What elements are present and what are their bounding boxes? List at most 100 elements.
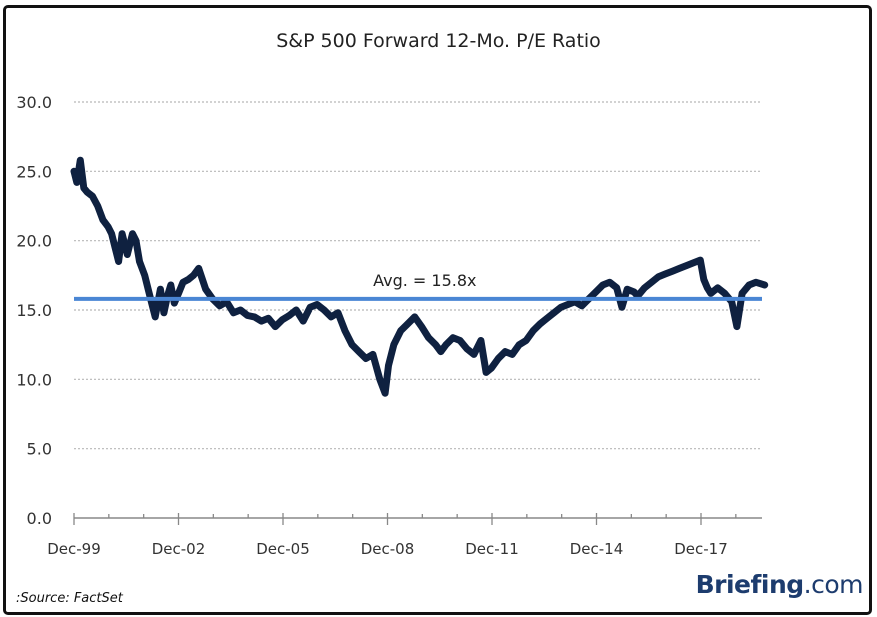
pe-data-point (613, 284, 620, 292)
pe-data-point (286, 312, 293, 319)
pe-data-point (89, 193, 96, 200)
pe-data-point (733, 323, 741, 330)
pe-data-point (320, 306, 328, 314)
pe-data-point (641, 284, 648, 292)
chart-title: S&P 500 Forward 12-Mo. P/E Ratio (276, 30, 601, 52)
pe-data-point (745, 281, 753, 289)
pe-data-point (348, 341, 356, 348)
pe-data-point (94, 202, 101, 210)
pe-data-point (714, 284, 721, 292)
pe-data-point (77, 157, 84, 164)
pe-data-point (185, 276, 192, 283)
pe-data-point (676, 265, 683, 272)
pe-data-point (543, 315, 551, 322)
pe-data-point (425, 334, 432, 341)
pe-data-point (390, 341, 397, 348)
pe-data-point (258, 317, 265, 325)
pe-data-point (118, 230, 126, 237)
pe-data-point (111, 244, 119, 251)
pe-data-point (418, 323, 425, 330)
pe-data-point (124, 251, 131, 258)
pe-data-point (738, 290, 746, 297)
pe-data-point (115, 258, 122, 265)
pe-data-point (251, 313, 258, 321)
pe-data-point (557, 304, 565, 311)
pe-data-point (662, 270, 669, 278)
pe-data-point (655, 273, 662, 280)
brand-name: Briefing (695, 570, 805, 599)
x-tick-label: Dec-11 (465, 540, 519, 558)
x-tick-label: Dec-02 (152, 540, 206, 558)
pe-data-point (592, 288, 600, 296)
pe-data-point (606, 279, 613, 286)
pe-data-point (381, 390, 389, 397)
pe-data-point (411, 313, 418, 321)
pe-data-point (265, 315, 272, 322)
series-layer (70, 156, 769, 397)
pe-data-point (179, 279, 187, 286)
pe-data-point (463, 345, 471, 353)
pe-data-point (341, 327, 349, 334)
pe-data-point (488, 365, 495, 372)
pe-data-point (449, 334, 457, 341)
pe-data-point (171, 299, 178, 307)
source-note: :Source: FactSet (16, 591, 123, 606)
y-tick-label: 30.0 (16, 93, 52, 112)
pe-data-point (404, 320, 411, 328)
brand-suffix: .com (803, 570, 864, 599)
annotation-layer: Avg. = 15.8x (373, 271, 476, 290)
pe-data-point (761, 281, 768, 289)
pe-data-point (355, 348, 363, 355)
pe-data-point (690, 259, 697, 267)
pe-data-point (167, 281, 175, 289)
pe-data-point (432, 341, 439, 348)
pe-data-point (202, 286, 209, 293)
pe-data-point (293, 306, 300, 314)
pe-data-point (104, 223, 112, 230)
pe-data-point (522, 337, 530, 344)
x-tick-label: Dec-14 (570, 540, 624, 558)
pe-data-point (244, 312, 251, 319)
pe-data-point (599, 281, 606, 289)
pe-data-point (456, 337, 464, 344)
y-tick-label: 5.0 (27, 440, 52, 459)
pe-data-point (721, 290, 728, 297)
y-axis: 0.0 5.0 10.0 15.0 20.0 25.0 30.0 (16, 93, 52, 528)
pe-data-point (648, 279, 655, 286)
pe-data-point (623, 286, 631, 293)
pe-data-point (495, 355, 502, 362)
pe-data-point (669, 267, 676, 275)
x-tick-label: Dec-17 (674, 540, 728, 558)
pe-data-point (300, 317, 307, 325)
pe-data-point (306, 304, 314, 311)
pe-data-point (70, 168, 78, 175)
pe-data-point (376, 376, 384, 383)
y-tick-label: 20.0 (16, 232, 52, 251)
pe-data-point (362, 355, 370, 362)
gridlines (74, 101, 762, 450)
pe-data-point (442, 341, 450, 348)
pe-data-point (509, 351, 516, 358)
y-tick-label: 10.0 (16, 370, 52, 389)
pe-data-point (385, 362, 392, 369)
pe-data-point (99, 216, 107, 224)
average-label: Avg. = 15.8x (373, 271, 476, 290)
pe-data-point (132, 237, 140, 244)
pe-data-point (230, 309, 237, 316)
x-tick-label: Dec-08 (361, 540, 415, 558)
pe-data-point (564, 301, 572, 308)
pe-data-point (397, 327, 404, 334)
briefing-logo: Briefing.com (695, 570, 864, 599)
pe-data-point (470, 351, 478, 358)
pe-data-point (160, 309, 168, 316)
x-tick-label: Dec-99 (47, 540, 101, 558)
pe-data-point (683, 262, 690, 269)
pe-data-point (697, 256, 704, 264)
pe-data-point (327, 313, 335, 321)
pe-data-point (195, 265, 202, 272)
pe-data-point (84, 188, 91, 196)
pe-data-point (578, 302, 586, 310)
pe-data-point (334, 309, 342, 316)
y-tick-label: 0.0 (27, 509, 52, 528)
